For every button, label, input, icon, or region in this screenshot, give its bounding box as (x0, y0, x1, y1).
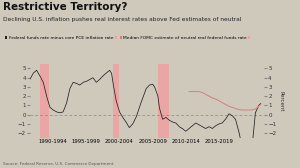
Bar (40, 64, 49, 138)
Text: Declining U.S. inflation pushes real interest rates above Fed estimates of neutr: Declining U.S. inflation pushes real int… (3, 17, 242, 22)
Text: Source: Federal Reserve, U.S. Commerce Department: Source: Federal Reserve, U.S. Commerce D… (3, 162, 113, 166)
Legend: Federal funds rate minus core PCE inflation rate, , Median FOMC estimate of neut: Federal funds rate minus core PCE inflat… (5, 36, 252, 40)
Text: Restrictive Territory?: Restrictive Territory? (3, 2, 128, 12)
Y-axis label: Percent: Percent (278, 91, 283, 111)
Bar (158, 64, 169, 138)
Bar (113, 64, 119, 138)
